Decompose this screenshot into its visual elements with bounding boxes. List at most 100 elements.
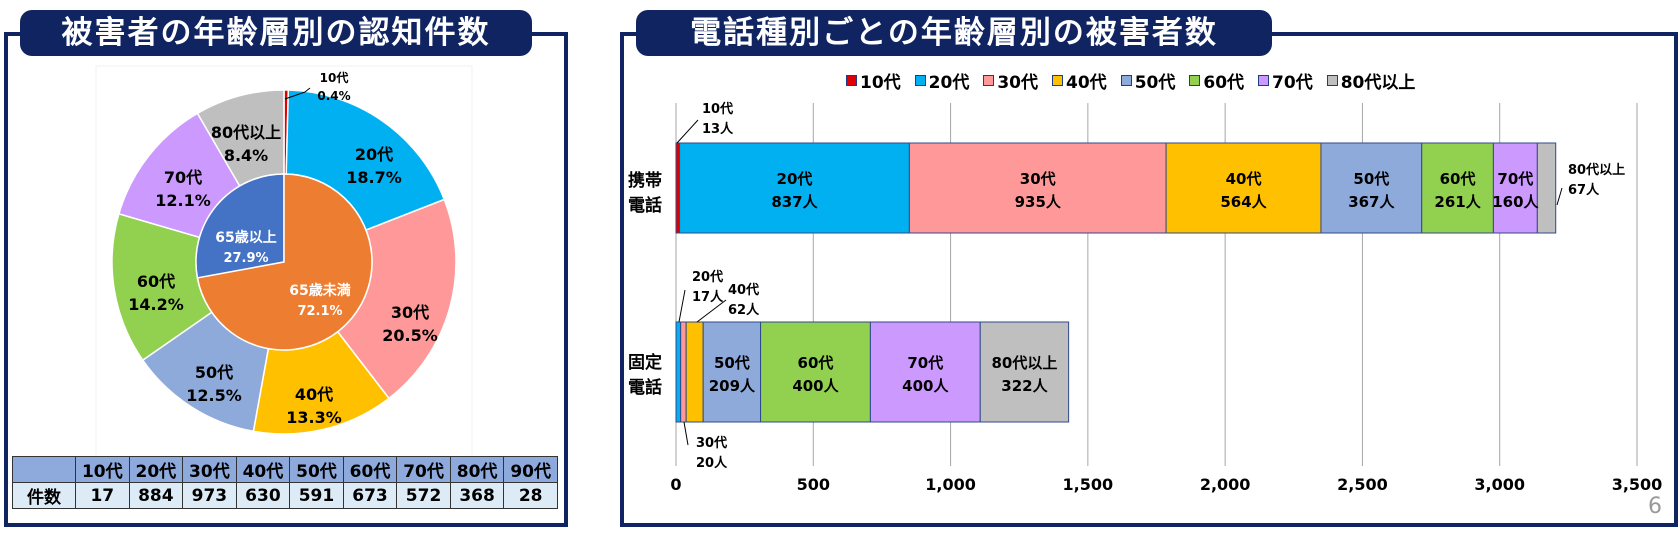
svg-text:50代: 50代	[195, 363, 233, 382]
svg-text:935人: 935人	[1015, 193, 1062, 211]
svg-text:65歳未満: 65歳未満	[289, 282, 350, 299]
svg-text:27.9%: 27.9%	[223, 251, 268, 266]
svg-text:20.5%: 20.5%	[382, 326, 438, 345]
table-header: 10代	[75, 456, 130, 483]
svg-text:3,500: 3,500	[1612, 475, 1663, 494]
svg-text:367人: 367人	[1348, 193, 1395, 211]
table-header: 20代	[128, 456, 184, 483]
svg-text:10代: 10代	[320, 70, 349, 85]
svg-text:1,000: 1,000	[925, 475, 976, 494]
table-corner	[12, 456, 76, 483]
right-panel	[620, 32, 1678, 527]
table-cell: 591	[289, 482, 344, 509]
svg-text:20代: 20代	[355, 145, 393, 164]
donut-labels: 20代 18.7% 30代 20.5% 40代 13.3% 50代 12.5% 60代 14.2%…	[128, 70, 438, 427]
bar-segment-50代	[702, 321, 762, 423]
table-cell: 368	[449, 482, 505, 509]
svg-text:3,000: 3,000	[1474, 475, 1525, 494]
svg-text:12.5%: 12.5%	[186, 386, 242, 405]
bar-segment-30代	[908, 142, 1167, 234]
count-table: 10代 20代 30代 40代 50代 60代 70代 80代 90代 件数 1…	[12, 456, 558, 509]
bar-segment-80代以上	[1536, 142, 1557, 234]
donut-inner-under65	[196, 173, 373, 351]
svg-text:40代: 40代	[295, 385, 333, 404]
svg-text:30代: 30代	[696, 435, 727, 451]
table-header: 50代	[289, 456, 344, 483]
bar-segment-40代	[685, 321, 704, 423]
svg-text:62人: 62人	[728, 302, 760, 318]
legend-swatch	[846, 75, 857, 86]
bar-segment-20代	[675, 321, 682, 423]
svg-text:0.4%: 0.4%	[317, 89, 350, 103]
table-cell: 17	[75, 482, 130, 509]
legend-swatch	[983, 75, 995, 86]
legend-swatch	[914, 75, 926, 86]
svg-text:13人: 13人	[702, 121, 734, 137]
legend-item: 50代	[1120, 68, 1175, 93]
bar-segment-20代	[679, 142, 910, 234]
legend-swatch	[1189, 75, 1201, 86]
svg-text:60代: 60代	[137, 272, 175, 291]
legend-item: 20代	[914, 68, 969, 93]
table-cell: 28	[503, 482, 558, 509]
svg-text:20人: 20人	[696, 455, 728, 471]
legend-item: 60代	[1189, 68, 1244, 93]
donut-chart: 20代 18.7% 30代 20.5% 40代 13.3% 50代 12.5% 60代 14.2%…	[95, 65, 473, 462]
donut-inner-65plus	[195, 173, 285, 279]
table-row-label: 件数	[12, 482, 76, 509]
svg-text:0: 0	[670, 475, 681, 494]
svg-text:70代: 70代	[1497, 170, 1533, 188]
svg-text:1,500: 1,500	[1063, 475, 1114, 494]
bar-segment-30代	[680, 321, 687, 423]
svg-text:400人: 400人	[902, 377, 949, 395]
donut-inner-ring	[195, 173, 373, 351]
legend-swatch	[1258, 75, 1270, 86]
legend-item: 80代以上	[1326, 68, 1415, 93]
table-cell: 973	[182, 482, 237, 509]
bar-segment-70代	[869, 321, 981, 423]
table-cell: 884	[128, 482, 184, 509]
legend-item: 30代	[983, 68, 1038, 93]
svg-text:18.7%: 18.7%	[346, 168, 402, 187]
svg-text:80代以上: 80代以上	[211, 123, 281, 142]
table-cell: 630	[235, 482, 291, 509]
svg-text:2,500: 2,500	[1337, 475, 1388, 494]
svg-text:80代以上: 80代以上	[991, 354, 1057, 372]
svg-text:60代: 60代	[1440, 170, 1476, 188]
bar-segments	[675, 142, 1557, 423]
svg-text:80代以上: 80代以上	[1568, 162, 1625, 178]
table-cell: 572	[396, 482, 451, 509]
svg-text:160人: 160人	[1492, 193, 1539, 211]
svg-text:電話: 電話	[628, 377, 662, 398]
bar-legend: 10代 20代 30代 40代 50代 60代 70代 80代以上	[846, 68, 1415, 93]
page-number: 6	[1648, 494, 1662, 519]
svg-text:14.2%: 14.2%	[128, 295, 184, 314]
svg-text:30代: 30代	[1020, 170, 1056, 188]
legend-swatch	[1052, 75, 1064, 86]
count-table-value-row: 件数 17 884 973 630 591 673 572 368 28	[12, 482, 558, 509]
donut-outer-ring	[111, 89, 457, 435]
svg-text:20代: 20代	[692, 269, 723, 285]
bar-segment-70代	[1492, 142, 1538, 234]
svg-text:20代: 20代	[777, 170, 813, 188]
svg-text:70代: 70代	[907, 354, 943, 372]
bar-segment-60代	[1421, 142, 1494, 234]
right-panel-title: 電話種別ごとの年齢層別の被害者数	[636, 10, 1272, 56]
svg-text:13.3%: 13.3%	[286, 408, 342, 427]
legend-item: 70代	[1258, 68, 1313, 93]
svg-text:65歳以上: 65歳以上	[215, 229, 276, 246]
svg-text:17人: 17人	[692, 289, 724, 305]
svg-text:837人: 837人	[771, 193, 818, 211]
svg-text:322人: 322人	[1001, 377, 1048, 395]
svg-text:70代: 70代	[164, 168, 202, 187]
svg-text:固定: 固定	[628, 352, 662, 373]
legend-item: 10代	[846, 68, 901, 93]
bar-segment-50代	[1320, 142, 1423, 234]
svg-text:50代: 50代	[1353, 170, 1389, 188]
svg-text:500: 500	[797, 475, 830, 494]
svg-text:12.1%: 12.1%	[155, 191, 211, 210]
bar-segment-60代	[760, 321, 871, 423]
count-table-header-row: 10代 20代 30代 40代 50代 60代 70代 80代 90代	[12, 456, 558, 483]
svg-text:8.4%: 8.4%	[224, 146, 268, 165]
svg-text:72.1%: 72.1%	[297, 304, 342, 319]
